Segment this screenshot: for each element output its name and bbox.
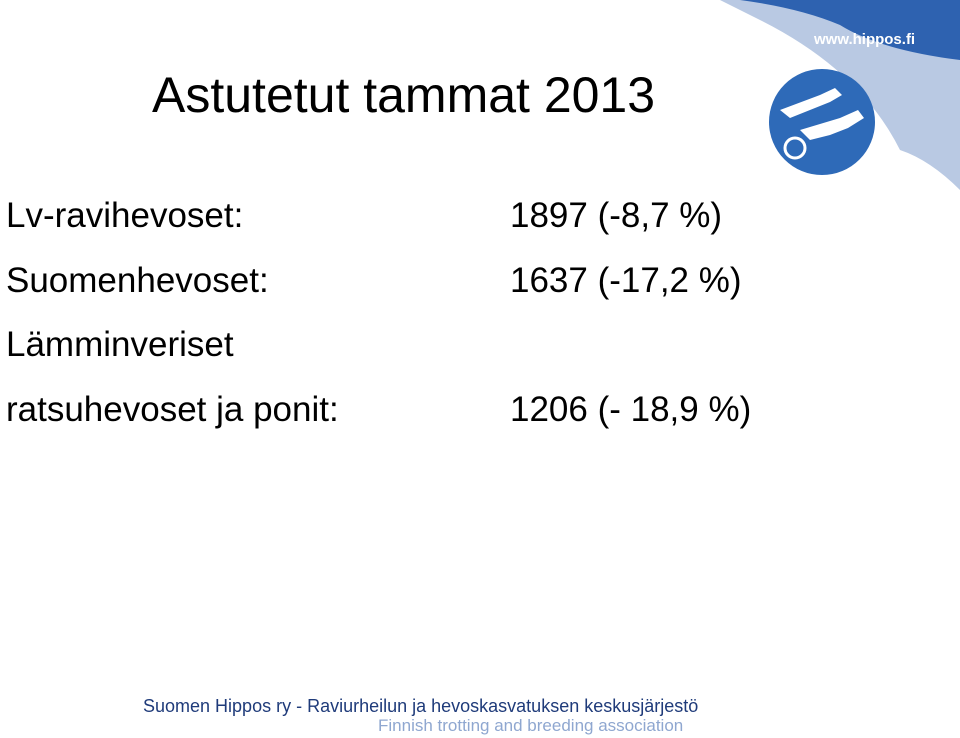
footer-line: Finnish trotting and breeding associatio… (378, 716, 684, 735)
row-label: Lv-ravihevoset: (6, 196, 244, 235)
logo-url: www.hippos.fi (814, 31, 916, 48)
footer-line: Suomen Hippos ry - Raviurheilun ja hevos… (143, 696, 699, 716)
row-label: Suomenhevoset: (6, 260, 269, 300)
logo-circle (769, 69, 875, 175)
logo-wheel (783, 136, 807, 160)
logo-horse (800, 110, 864, 140)
corner-band (740, 0, 960, 60)
row-label: ratsuhevoset ja ponit: (6, 389, 339, 429)
row-value: 1206 (- 18,9 %) (510, 389, 752, 429)
title: Astutetut tammat 2013 (152, 67, 656, 123)
row-value: 1897 (-8,7 %) (510, 196, 723, 235)
logo-horse (780, 88, 842, 118)
row-label: Lämminveriset (6, 325, 234, 364)
row-value: 1637 (-17,2 %) (510, 260, 742, 300)
